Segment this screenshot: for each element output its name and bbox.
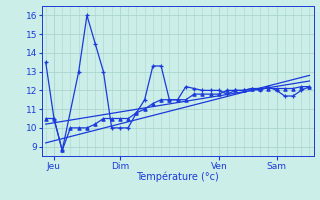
X-axis label: Température (°c): Température (°c) — [136, 172, 219, 182]
